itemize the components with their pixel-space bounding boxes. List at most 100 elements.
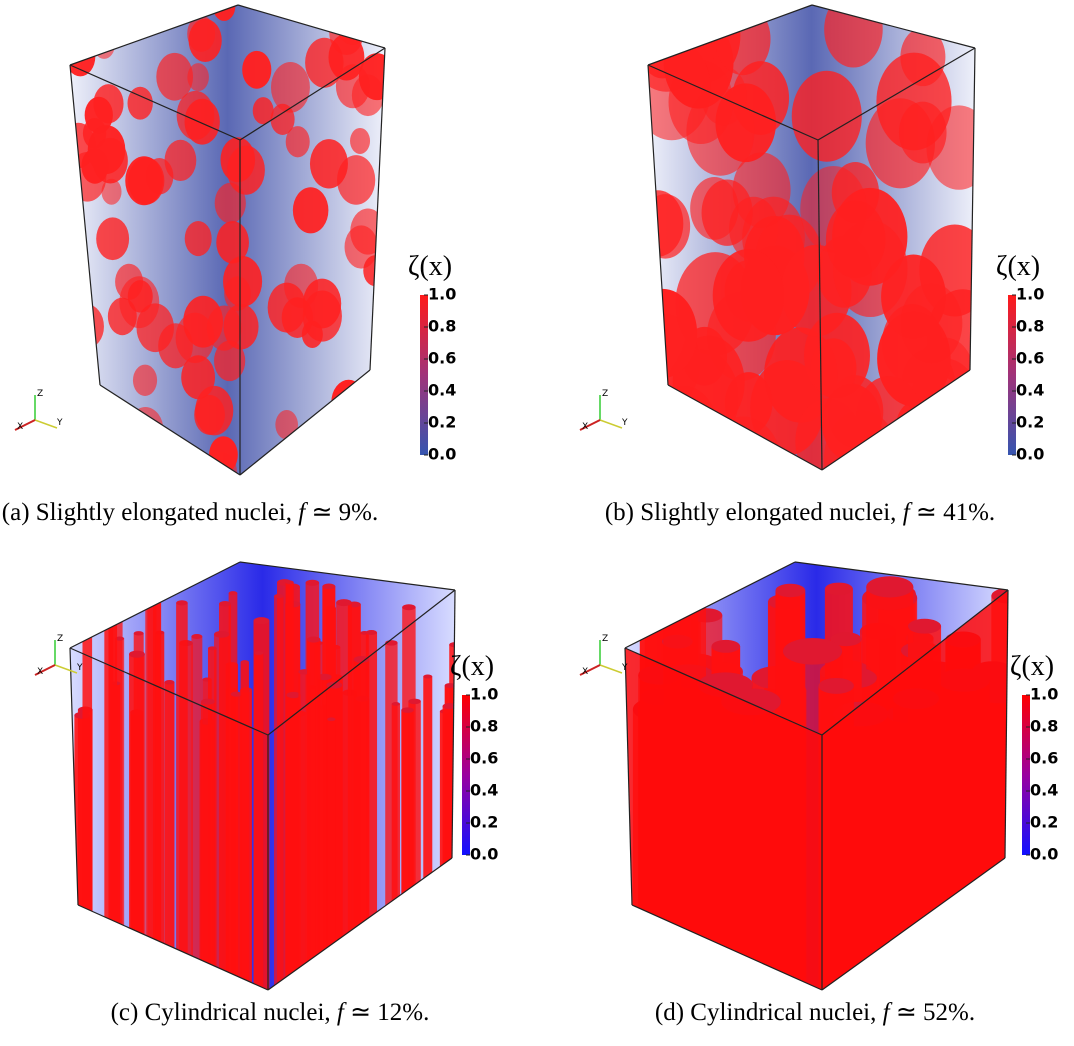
nucleus-top: [214, 631, 229, 638]
caption-text: Slightly elongated nuclei,: [36, 499, 292, 526]
nucleus: [155, 0, 183, 25]
caption-variable: f: [298, 499, 308, 526]
nucleus: [332, 397, 370, 446]
colorbar: [462, 695, 470, 855]
nucleus: [423, 677, 432, 991]
colorbar-tick-label: 0.0: [1030, 845, 1058, 864]
nucleus: [350, 128, 370, 154]
nucleus: [209, 436, 238, 473]
caption-label: (d): [655, 999, 684, 1026]
colorbar-tick-label: 0.6: [1030, 749, 1058, 768]
colorbar-tick-label: 0.6: [1016, 349, 1044, 368]
axis-y: [600, 420, 622, 428]
nucleus: [336, 64, 370, 108]
nucleus: [65, 37, 95, 76]
axis-label: X: [17, 422, 23, 432]
nucleus-top: [402, 604, 415, 610]
nucleus: [284, 264, 318, 308]
nucleus: [307, 640, 320, 990]
nucleus-top: [866, 576, 913, 597]
nucleus: [633, 38, 711, 140]
nucleus: [183, 296, 223, 348]
nucleus: [641, 194, 691, 258]
nucleus: [60, 281, 82, 309]
caption-text: Cylindrical nuclei,: [690, 999, 876, 1026]
axis-label: Y: [76, 663, 83, 673]
nucleus: [70, 304, 104, 348]
nucleus-top: [254, 651, 263, 655]
caption-variable: f: [337, 999, 347, 1026]
colorbar-tick-label: 0.2: [470, 813, 498, 832]
nucleus-top: [241, 660, 249, 664]
nucleus-top: [129, 651, 145, 658]
nucleus-top: [176, 600, 188, 605]
nucleus: [165, 140, 197, 181]
colorbar: [420, 295, 428, 455]
nucleus-top: [108, 584, 117, 588]
nucleus: [919, 224, 990, 316]
nucleus-top: [336, 599, 352, 606]
colorbar-tick-label: 1.0: [1030, 685, 1058, 704]
nucleus-top: [134, 631, 144, 635]
colorbar-tick-label: 0.8: [1030, 717, 1058, 736]
caption-variable: f: [883, 999, 893, 1026]
volume: [625, 0, 999, 519]
colorbar-tick-label: 0.6: [428, 349, 456, 368]
colorbar-title: ζ(x): [996, 251, 1040, 282]
caption: (b) Slightly elongated nuclei, f ≃ 41%.: [605, 499, 995, 526]
volume: [625, 562, 1035, 990]
nucleus-top: [307, 637, 320, 643]
nucleus-top: [208, 646, 217, 650]
nucleus: [927, 105, 992, 189]
colorbar-tick-label: 0.2: [1016, 413, 1044, 432]
nucleus: [328, 415, 361, 457]
colorbar-tick-label: 1.0: [1016, 285, 1044, 304]
caption-label: (c): [111, 999, 139, 1026]
nucleus: [108, 586, 117, 990]
nucleus-top: [254, 617, 270, 624]
nucleus-top: [164, 680, 174, 684]
colorbar-tick-label: 0.4: [1016, 381, 1044, 400]
nucleus-top: [147, 580, 160, 586]
colorbar: [1022, 695, 1030, 855]
nucleus-top: [783, 638, 842, 665]
colorbar-title: ζ(x): [450, 651, 494, 682]
nucleus: [241, 662, 249, 990]
caption: (a) Slightly elongated nuclei, f ≃ 9%.: [2, 499, 378, 526]
axis-y: [35, 420, 57, 428]
nucleus-top: [392, 702, 400, 706]
nucleus: [340, 409, 376, 456]
nucleus: [96, 217, 129, 260]
colorbar-tick-label: 0.4: [470, 781, 498, 800]
nucleus-top: [401, 707, 413, 713]
nucleus: [826, 201, 886, 278]
axis-label: X: [37, 667, 43, 677]
axis-label: Y: [56, 418, 63, 428]
nucleus: [271, 62, 310, 113]
colorbar-tick-label: 0.8: [1016, 317, 1044, 336]
colorbar-tick-label: 0.8: [470, 717, 498, 736]
nucleus: [93, 31, 115, 59]
colorbar-tick-label: 0.4: [428, 381, 456, 400]
nucleus: [327, 719, 335, 990]
nucleus: [201, 702, 215, 990]
nucleus-top: [153, 586, 161, 590]
nucleus: [176, 603, 188, 990]
nucleus-top: [449, 642, 461, 647]
nucleus-top: [712, 640, 741, 653]
nucleus: [322, 447, 360, 496]
caption-rest: ≃ 52%.: [896, 999, 975, 1026]
nucleus: [310, 139, 348, 188]
nucleus: [181, 355, 215, 399]
axis-label: Y: [621, 418, 628, 428]
axis-label: Z: [37, 389, 43, 399]
colorbar-tick-label: 0.0: [1016, 445, 1044, 464]
nucleus-top: [145, 580, 156, 585]
nucleus-top: [219, 601, 231, 606]
nucleus: [713, 249, 784, 342]
nucleus: [354, 660, 370, 990]
colorbar-tick-label: 0.0: [470, 845, 498, 864]
axis-label: X: [582, 667, 588, 677]
nucleus: [177, 91, 215, 140]
nucleus-top: [366, 630, 377, 635]
